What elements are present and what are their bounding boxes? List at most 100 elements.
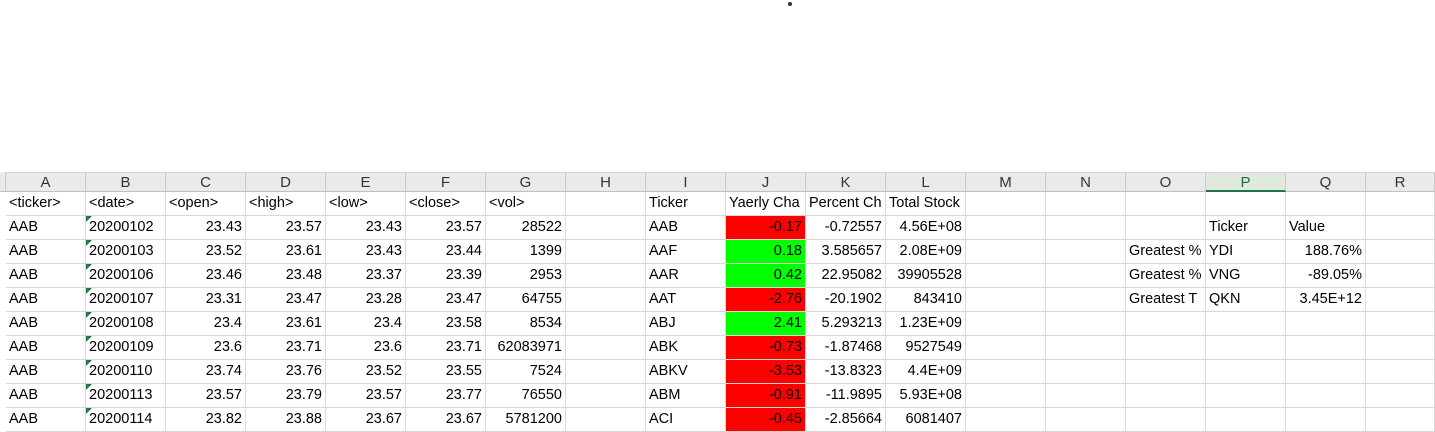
- grid-cell[interactable]: [1126, 360, 1206, 384]
- column-header-m[interactable]: M: [966, 172, 1046, 192]
- grid-cell[interactable]: [1366, 312, 1435, 336]
- grid-cell[interactable]: [1046, 312, 1126, 336]
- summary-ticker-cell[interactable]: AAT: [646, 288, 726, 312]
- data-cell[interactable]: 20200113: [86, 384, 166, 408]
- data-cell[interactable]: 23.57: [406, 216, 486, 240]
- greatest-value-cell[interactable]: -89.05%: [1286, 264, 1366, 288]
- data-cell[interactable]: 23.52: [166, 240, 246, 264]
- raw-header-cell[interactable]: <date>: [86, 192, 166, 216]
- data-cell[interactable]: 23.88: [246, 408, 326, 432]
- grid-cell[interactable]: [1046, 336, 1126, 360]
- data-cell[interactable]: 23.79: [246, 384, 326, 408]
- data-cell[interactable]: 23.58: [406, 312, 486, 336]
- grid-cell[interactable]: [1286, 336, 1366, 360]
- summary-header-cell[interactable]: Percent Ch: [806, 192, 886, 216]
- greatest-label-cell[interactable]: Greatest T: [1126, 288, 1206, 312]
- grid-cell[interactable]: [566, 288, 646, 312]
- data-cell[interactable]: 23.6: [326, 336, 406, 360]
- grid-cell[interactable]: [1126, 336, 1206, 360]
- percent-change-cell[interactable]: -2.85664: [806, 408, 886, 432]
- data-cell[interactable]: 23.4: [166, 312, 246, 336]
- raw-header-cell[interactable]: <low>: [326, 192, 406, 216]
- summary-ticker-cell[interactable]: ACI: [646, 408, 726, 432]
- column-header-j[interactable]: J: [726, 172, 806, 192]
- column-header-b[interactable]: B: [86, 172, 166, 192]
- data-cell[interactable]: AAB: [6, 312, 86, 336]
- data-cell[interactable]: 23.82: [166, 408, 246, 432]
- total-volume-cell[interactable]: 4.56E+08: [886, 216, 966, 240]
- data-cell[interactable]: 7524: [486, 360, 566, 384]
- data-cell[interactable]: 23.46: [166, 264, 246, 288]
- grid-cell[interactable]: [1286, 360, 1366, 384]
- grid-cell[interactable]: [1206, 336, 1286, 360]
- grid-cell[interactable]: [1366, 216, 1435, 240]
- column-header-i[interactable]: I: [646, 172, 726, 192]
- column-header-n[interactable]: N: [1046, 172, 1126, 192]
- data-cell[interactable]: 20200103: [86, 240, 166, 264]
- percent-change-cell[interactable]: -13.8323: [806, 360, 886, 384]
- data-cell[interactable]: 8534: [486, 312, 566, 336]
- raw-header-cell[interactable]: <close>: [406, 192, 486, 216]
- data-cell[interactable]: 20200102: [86, 216, 166, 240]
- column-header-h[interactable]: H: [566, 172, 646, 192]
- yearly-change-cell[interactable]: -0.91: [726, 384, 806, 408]
- percent-change-cell[interactable]: -20.1902: [806, 288, 886, 312]
- greatest-ticker-cell[interactable]: QKN: [1206, 288, 1286, 312]
- summary-header-cell[interactable]: Total Stock: [886, 192, 966, 216]
- total-volume-cell[interactable]: 1.23E+09: [886, 312, 966, 336]
- yearly-change-cell[interactable]: -2.76: [726, 288, 806, 312]
- data-cell[interactable]: AAB: [6, 264, 86, 288]
- data-cell[interactable]: 23.47: [406, 288, 486, 312]
- yearly-change-cell[interactable]: -0.17: [726, 216, 806, 240]
- grid-cell[interactable]: [1126, 192, 1206, 216]
- total-volume-cell[interactable]: 2.08E+09: [886, 240, 966, 264]
- column-header-p[interactable]: P: [1206, 172, 1286, 192]
- column-header-q[interactable]: Q: [1286, 172, 1366, 192]
- data-cell[interactable]: 23.55: [406, 360, 486, 384]
- data-cell[interactable]: 20200114: [86, 408, 166, 432]
- summary-header-cell[interactable]: Yaerly Cha: [726, 192, 806, 216]
- data-cell[interactable]: 20200108: [86, 312, 166, 336]
- data-cell[interactable]: 20200107: [86, 288, 166, 312]
- raw-header-cell[interactable]: <open>: [166, 192, 246, 216]
- data-cell[interactable]: AAB: [6, 216, 86, 240]
- summary-ticker-cell[interactable]: ABK: [646, 336, 726, 360]
- grid-cell[interactable]: [966, 336, 1046, 360]
- summary-ticker-cell[interactable]: ABJ: [646, 312, 726, 336]
- total-volume-cell[interactable]: 6081407: [886, 408, 966, 432]
- data-cell[interactable]: AAB: [6, 336, 86, 360]
- column-header-o[interactable]: O: [1126, 172, 1206, 192]
- summary-ticker-cell[interactable]: AAR: [646, 264, 726, 288]
- data-cell[interactable]: 23.74: [166, 360, 246, 384]
- data-cell[interactable]: 23.43: [326, 240, 406, 264]
- grid-cell[interactable]: [1046, 360, 1126, 384]
- yearly-change-cell[interactable]: 0.18: [726, 240, 806, 264]
- raw-header-cell[interactable]: <vol>: [486, 192, 566, 216]
- data-cell[interactable]: 23.28: [326, 288, 406, 312]
- grid-cell[interactable]: [1046, 192, 1126, 216]
- data-cell[interactable]: 23.61: [246, 240, 326, 264]
- percent-change-cell[interactable]: 22.95082: [806, 264, 886, 288]
- greatest-ticker-cell[interactable]: VNG: [1206, 264, 1286, 288]
- raw-header-cell[interactable]: <ticker>: [6, 192, 86, 216]
- column-header-d[interactable]: D: [246, 172, 326, 192]
- total-volume-cell[interactable]: 5.93E+08: [886, 384, 966, 408]
- percent-change-cell[interactable]: -11.9895: [806, 384, 886, 408]
- data-cell[interactable]: 23.39: [406, 264, 486, 288]
- grid-cell[interactable]: [1126, 216, 1206, 240]
- grid-cell[interactable]: [566, 264, 646, 288]
- grid-cell[interactable]: [1046, 264, 1126, 288]
- data-cell[interactable]: 76550: [486, 384, 566, 408]
- grid-cell[interactable]: [1366, 264, 1435, 288]
- grid-cell[interactable]: [1126, 384, 1206, 408]
- grid-cell[interactable]: [966, 312, 1046, 336]
- data-cell[interactable]: 23.44: [406, 240, 486, 264]
- data-cell[interactable]: 23.67: [326, 408, 406, 432]
- yearly-change-cell[interactable]: -0.45: [726, 408, 806, 432]
- summary-ticker-cell[interactable]: AAB: [646, 216, 726, 240]
- greatest-value-cell[interactable]: 3.45E+12: [1286, 288, 1366, 312]
- column-header-c[interactable]: C: [166, 172, 246, 192]
- grid-cell[interactable]: [966, 408, 1046, 432]
- data-cell[interactable]: 23.76: [246, 360, 326, 384]
- data-cell[interactable]: 23.57: [166, 384, 246, 408]
